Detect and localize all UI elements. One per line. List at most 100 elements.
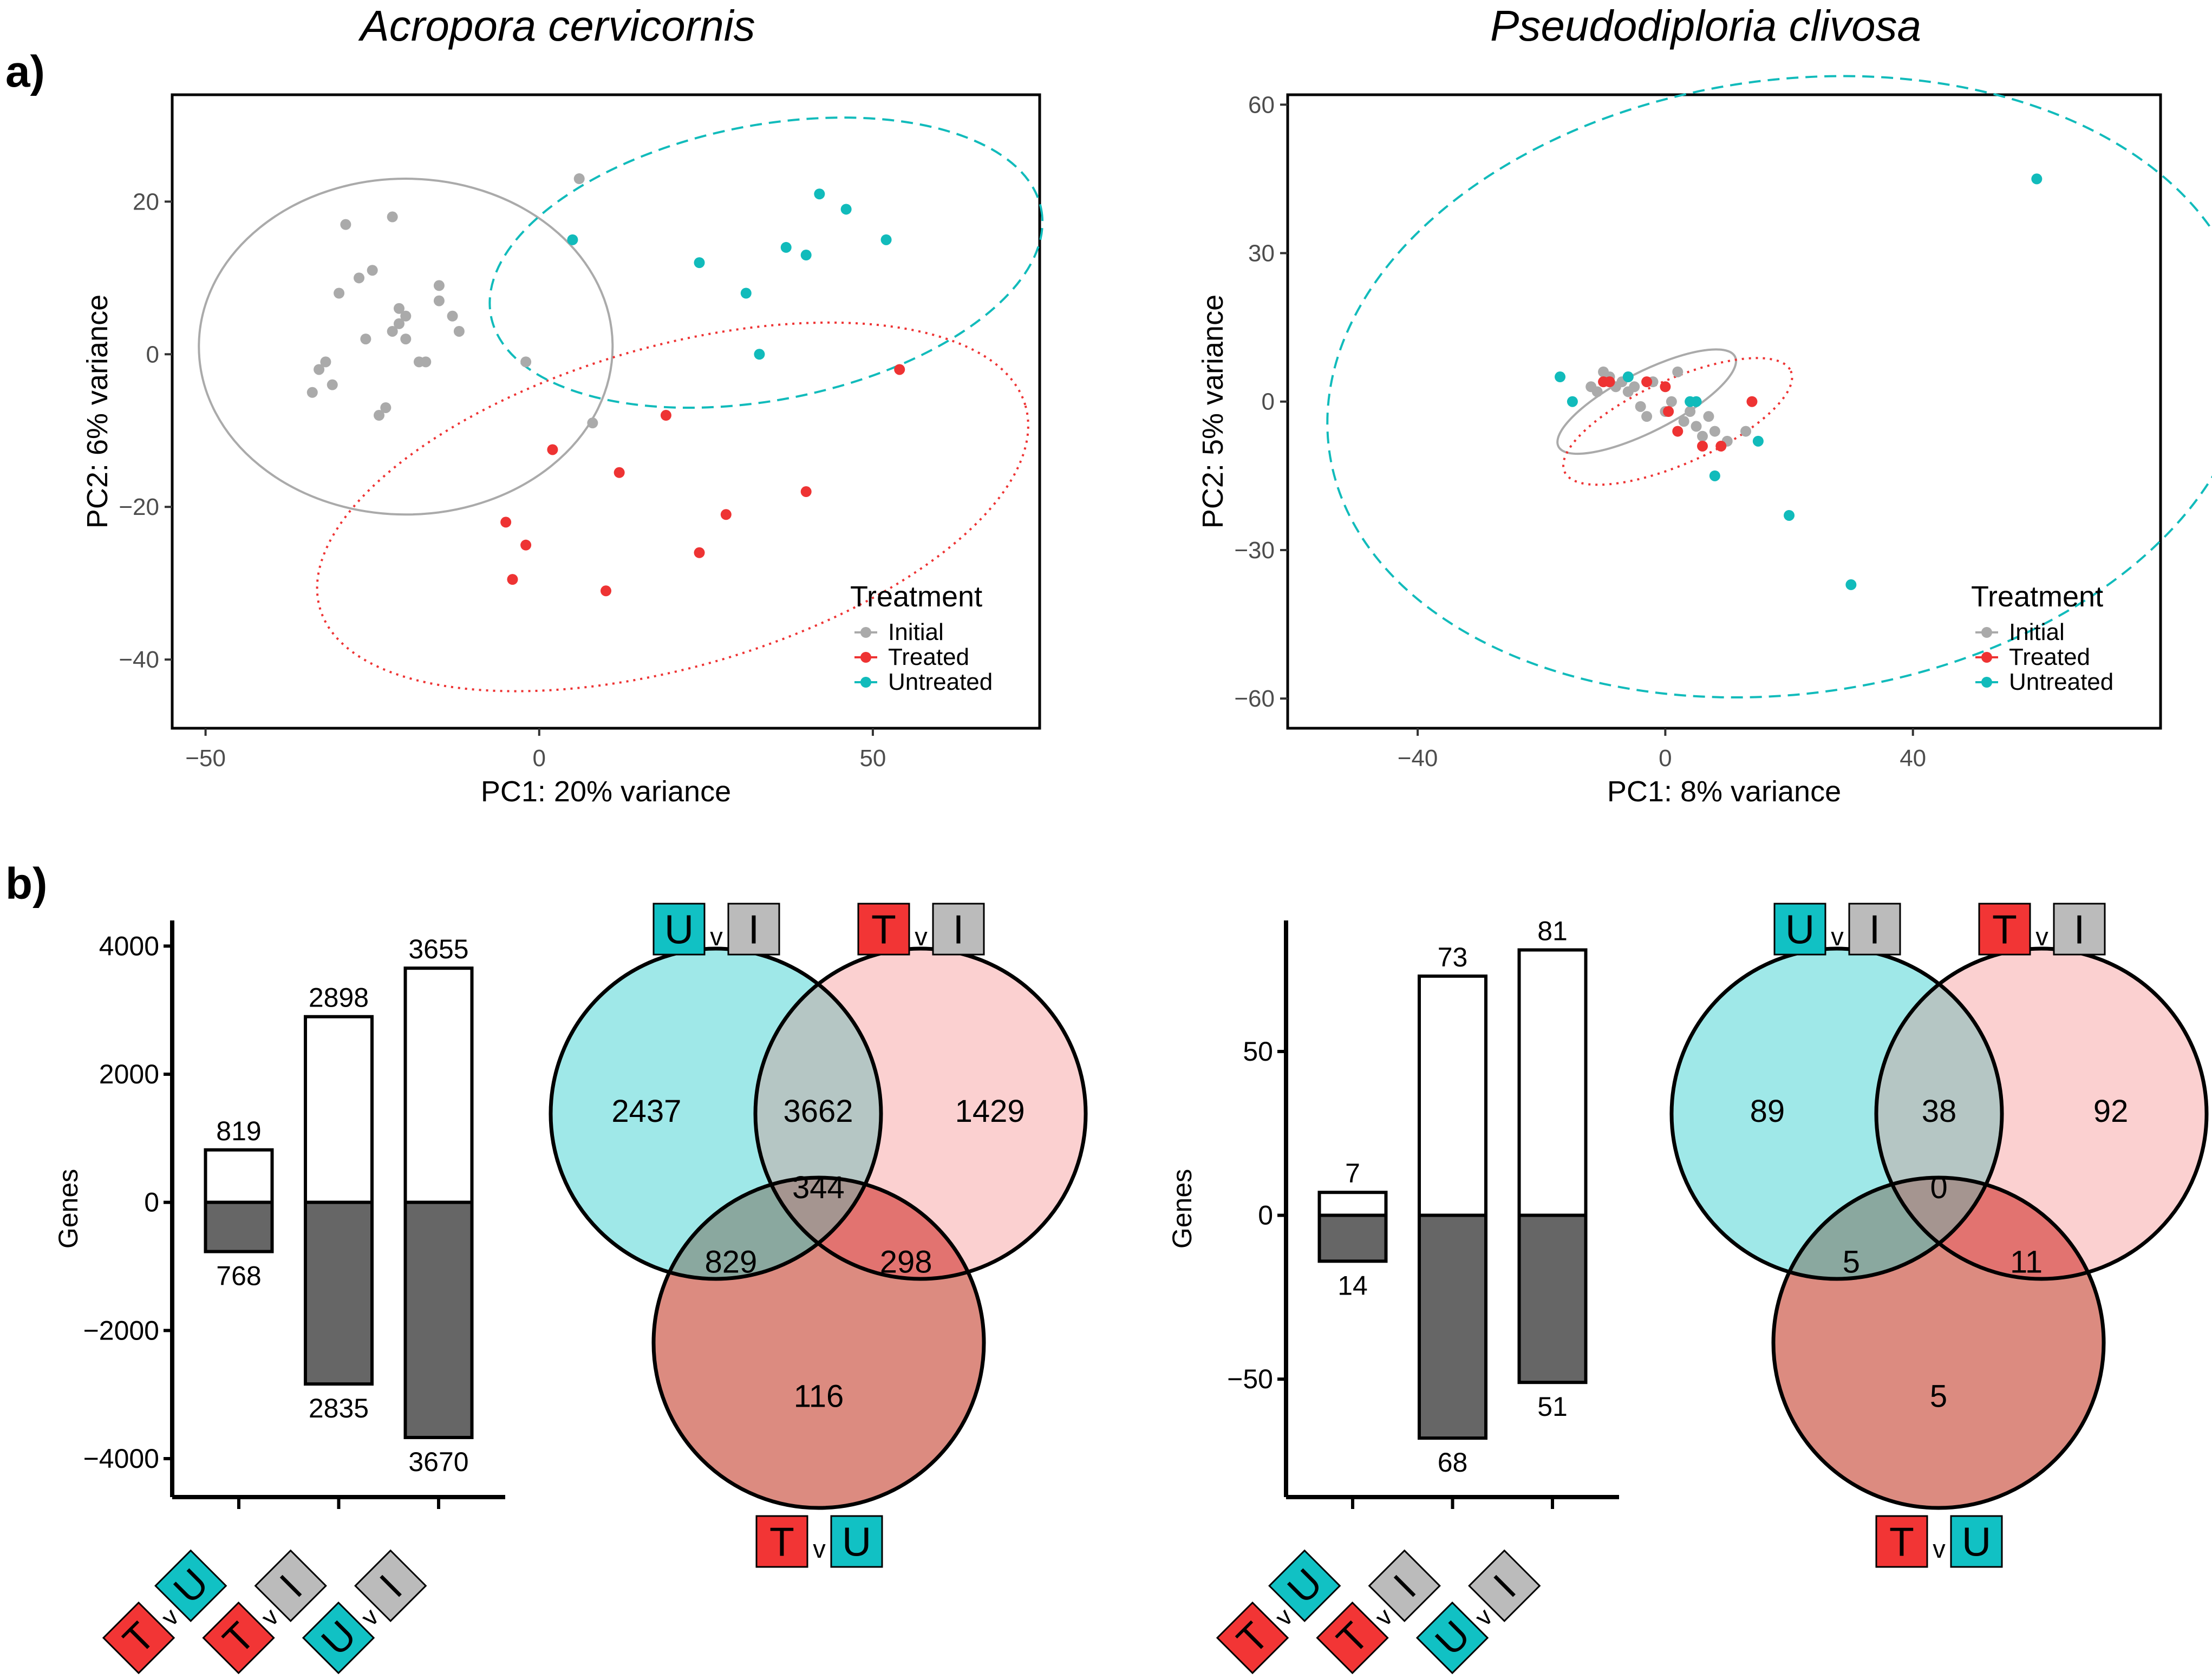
comparison-box-t: T: [1875, 1515, 1928, 1568]
data-point-initial: [433, 295, 445, 306]
data-point-treated: [547, 444, 558, 455]
y-tick-label: 60: [1248, 92, 1275, 118]
data-point-initial: [327, 379, 338, 390]
comparison-box-letter: I: [953, 906, 964, 952]
venn-overlap-uvi-tvu: [1773, 1178, 2002, 1279]
data-point-initial: [393, 318, 404, 329]
data-point-treated: [1604, 376, 1615, 388]
data-point-treated: [614, 467, 625, 478]
data-point-untreated: [1555, 371, 1566, 383]
y-axis-title: Genes: [1167, 1169, 1197, 1249]
data-point-untreated: [2031, 173, 2043, 185]
venn-outline: [1771, 1175, 2106, 1510]
bar-label-down: 14: [1337, 1270, 1368, 1301]
comparison-box-t: T: [1316, 1601, 1389, 1675]
data-point-initial: [320, 356, 331, 368]
confidence-ellipse-initial: [198, 178, 614, 516]
data-point-initial: [314, 364, 325, 375]
venn-count-uvi-tvi: 3662: [783, 1094, 853, 1129]
comparison-box-fill: [1950, 1515, 2003, 1568]
venn-overlap-ac: [1773, 1178, 2002, 1279]
bar-label-down: 2835: [309, 1393, 369, 1423]
comparison-label: TvI: [202, 1549, 327, 1675]
comparison-label: TvU: [102, 1549, 227, 1675]
comparison-box-t: T: [202, 1601, 275, 1675]
data-point-initial: [1709, 426, 1720, 437]
comparison-box-t: T: [1978, 903, 2031, 956]
comparison-box-t: T: [102, 1601, 175, 1675]
comparison-box-fill: [1316, 1601, 1389, 1675]
venn-overlap-bc: [755, 1178, 984, 1279]
comparison-box-letter: U: [842, 1519, 871, 1564]
comparison-box-u: U: [154, 1549, 227, 1623]
legend-title: Treatment: [850, 580, 982, 613]
comparison-box-fill: [1415, 1601, 1489, 1675]
bar-down: [204, 1200, 274, 1253]
data-point-untreated: [1622, 371, 1634, 383]
data-point-initial: [367, 265, 378, 276]
comparison-v: v: [710, 922, 723, 951]
comparison-box-fill: [1848, 903, 1901, 956]
comparison-box-fill: [1468, 1549, 1541, 1623]
data-point-treated: [1746, 396, 1758, 407]
data-point-initial: [354, 272, 365, 284]
data-point-initial: [400, 334, 412, 345]
x-axis-title: PC1: 8% variance: [1607, 775, 1841, 808]
comparison-box-letter: I: [2074, 906, 2085, 952]
comparison-box-fill: [2053, 903, 2106, 956]
data-point-initial: [1641, 411, 1653, 422]
comparison-v: v: [813, 1534, 826, 1563]
bar-up: [403, 966, 474, 1204]
y-tick-label: −50: [1227, 1364, 1273, 1394]
data-point-initial: [1691, 421, 1702, 432]
data-point-initial: [1635, 401, 1646, 412]
comparison-box-fill: [202, 1601, 275, 1675]
pca-plot-pseudodiploria: −40 0 40 −60 −30 0 30 60 PC1: 8% variance PC2: 5%…: [1197, 75, 2212, 808]
plot-frame: [171, 93, 1041, 730]
comparison-box-u: U: [1773, 903, 1826, 956]
bar-label-up: 7: [1345, 1158, 1360, 1188]
data-point-untreated: [800, 250, 812, 261]
data-point-initial: [573, 173, 585, 185]
bar-down: [1517, 1213, 1588, 1384]
data-point-initial: [433, 280, 445, 291]
y-tick-label: 0: [1258, 1200, 1273, 1231]
comparison-box-fill: [1268, 1549, 1341, 1623]
data-point-treated: [1696, 440, 1708, 452]
bar-up: [1317, 1191, 1388, 1217]
comparison-box-letter: I: [1869, 906, 1881, 952]
comparison-box-u: U: [830, 1515, 883, 1568]
data-point-initial: [1672, 366, 1684, 377]
venn-overlap-ac: [654, 1178, 881, 1279]
bar-down: [1317, 1213, 1388, 1263]
x-axis-title: PC1: 20% variance: [481, 775, 731, 808]
data-point-initial: [1666, 396, 1677, 407]
data-point-treated: [694, 547, 705, 558]
data-point-untreated: [694, 257, 705, 269]
comparison-box-i: I: [727, 903, 780, 956]
deg-bar-chart-acropora: −4000 −2000 0 2000 4000 Genes 819 768 TvU 2898 283…: [53, 920, 505, 1675]
venn-count-all: 0: [1930, 1170, 1948, 1205]
data-point-initial: [340, 219, 351, 230]
comparison-box-letter: T: [871, 906, 896, 952]
comparison-label: TvU: [1216, 1549, 1341, 1675]
data-point-initial: [453, 325, 465, 337]
y-tick-label: 30: [1248, 240, 1275, 267]
comparison-box-i: I: [1848, 903, 1901, 956]
comparison-box-fill: [154, 1549, 227, 1623]
comparison-box-letter: T: [1889, 1519, 1914, 1564]
bar-label-up: 81: [1537, 916, 1568, 946]
data-point-untreated: [814, 188, 825, 200]
comparison-box-u: U: [1268, 1549, 1341, 1623]
data-point-initial: [447, 310, 458, 322]
comparison-box-u: U: [302, 1601, 375, 1675]
comparison-box-fill: [830, 1515, 883, 1568]
comparison-box-fill: [1216, 1601, 1289, 1675]
legend-key-initial: [1981, 627, 1992, 638]
bar-up: [204, 1148, 274, 1204]
bar-label-down: 768: [216, 1261, 261, 1291]
